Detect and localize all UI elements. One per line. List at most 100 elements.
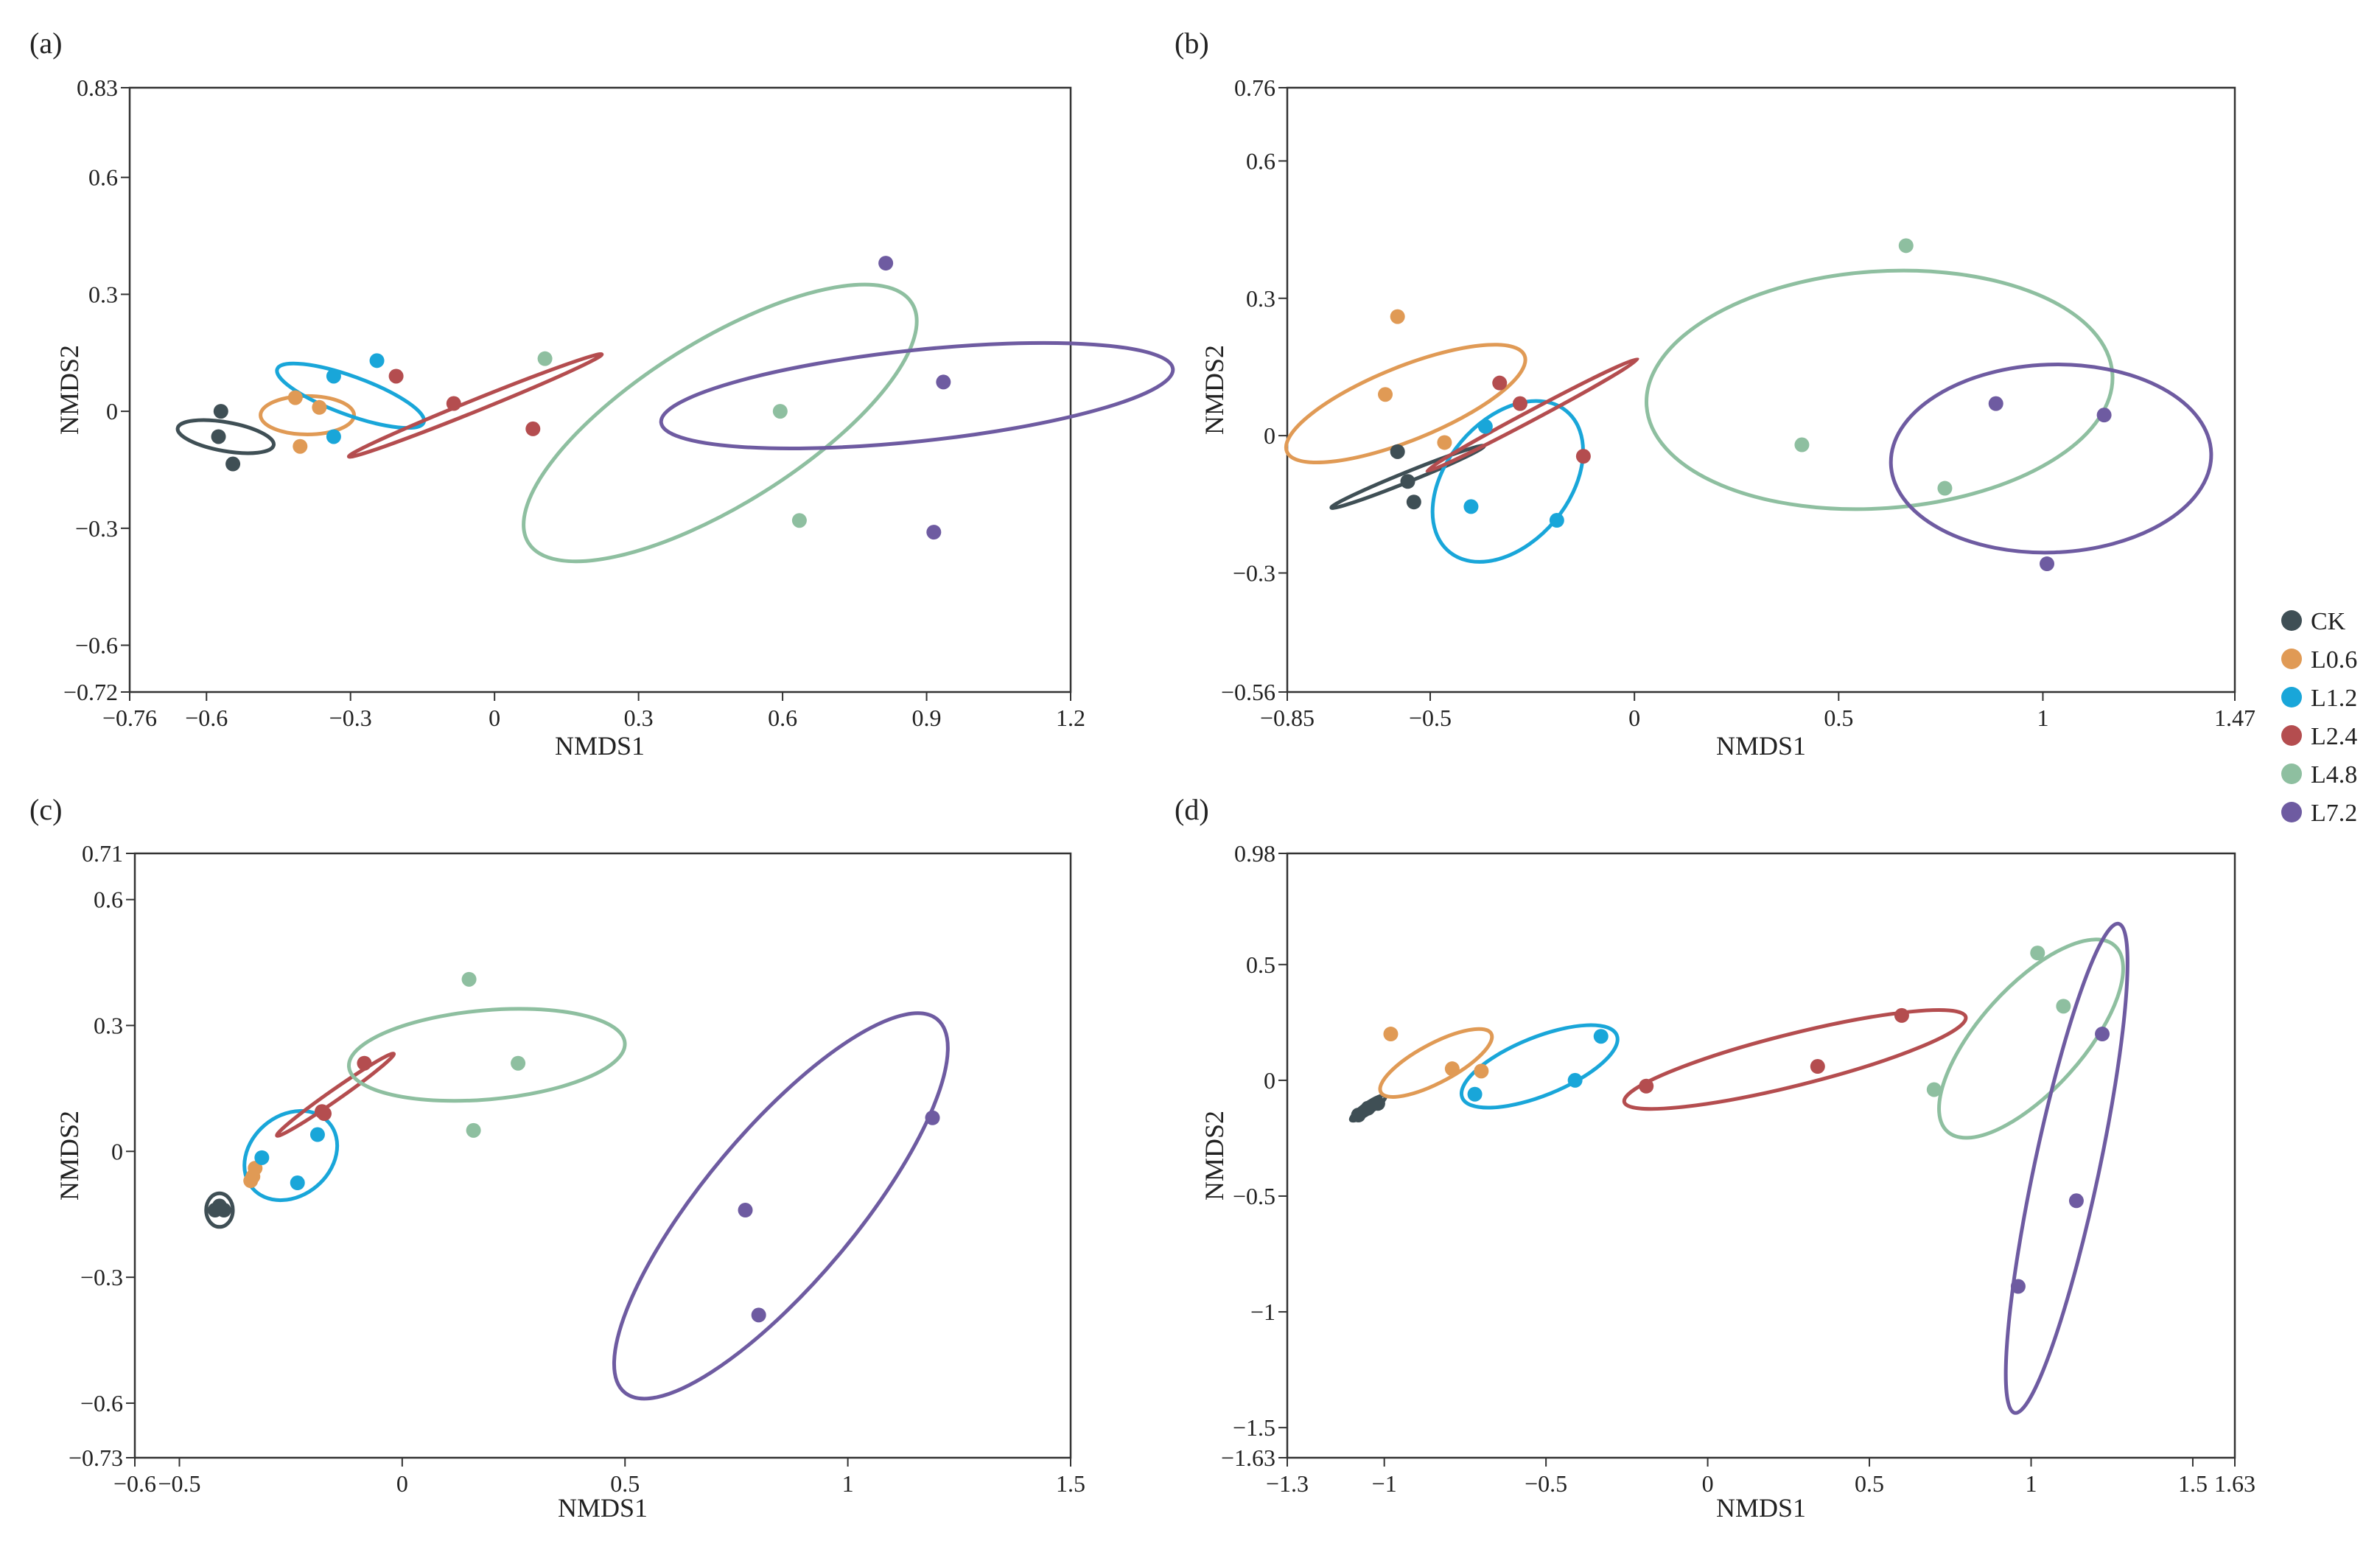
panel-c-ytick-label: 0.71: [82, 840, 123, 867]
panel-a-point-l1-2: [326, 368, 341, 384]
panel-b-ytick-label: 0.3: [1246, 285, 1275, 312]
legend-label-ck: CK: [2311, 608, 2346, 635]
panel-c-point-l2-4: [317, 1106, 332, 1122]
panel-c-ellipse-l2-4: [275, 1052, 396, 1138]
panel-c-xtick-label: 1.5: [1056, 1470, 1085, 1497]
panel-d-xtick-label: 1.63: [2214, 1470, 2255, 1497]
legend-label-l0-6: L0.6: [2311, 646, 2357, 674]
panel-c-xtick-label: 1: [842, 1470, 854, 1497]
panel-c-point-l7-2: [925, 1110, 940, 1125]
panel-d-xtick-label: −1.3: [1266, 1470, 1309, 1497]
legend-marker-ck: [2281, 610, 2302, 631]
panel-d-point-l4-8: [1926, 1082, 1942, 1097]
panel-a-point-l2-4: [388, 368, 404, 384]
panel-d-xtick-label: −0.5: [1525, 1470, 1567, 1497]
panel-b-xtick-label: 0.5: [1824, 705, 1853, 731]
panel-b-points: [1378, 238, 2112, 572]
panel-a-axes: −0.76 −0.6 −0.3 0 0.3 0.6 0.9 1.2 −0.72 −0.6 −0.3 0…: [63, 74, 1085, 731]
panel-d-point-l7-2: [2095, 1027, 2110, 1042]
panel-c-xlabel: NMDS1: [558, 1493, 648, 1523]
panel-c-ytick-label: 0: [111, 1138, 123, 1164]
panel-c-label: (c): [29, 793, 62, 826]
panel-a-ellipse-l2-4: [346, 352, 604, 459]
panel-a-ytick-label: 0.6: [88, 164, 118, 191]
panel-b-xtick-label: 1: [2037, 705, 2048, 731]
panel-b-ellipse-l1-2: [1430, 399, 1585, 564]
panel-b-xtick-label: 0: [1628, 705, 1640, 731]
panel-d-point-l4-8: [2030, 946, 2045, 961]
panel-a-ytick-label: −0.3: [75, 515, 118, 542]
panel-a-ylabel: NMDS2: [55, 345, 84, 435]
panel-b-point-l1-2: [1463, 499, 1479, 514]
panel-b-axes: −0.85 −0.5 0 0.5 1 1.47 −0.56 −0.3 0 0.3 0.6 0.76: [1221, 74, 2255, 731]
legend: CK L0.6 L1.2 L2.4 L4.8 L7.2: [2281, 608, 2357, 827]
panel-d: (d) −1.3 −1 −0.5 0 0.5 1 1.5 1.63 −1.63 −1.5 −1 −0.…: [1175, 793, 2255, 1523]
panel-d-point-l0-6: [1383, 1027, 1399, 1042]
panel-d-ellipse-l7-2: [2003, 921, 2129, 1415]
panel-b-point-ck: [1400, 474, 1415, 489]
panel-d-ellipse-l2-4: [1622, 1008, 1968, 1111]
panel-b-xtick-label: −0.5: [1409, 705, 1452, 731]
panel-a-point-l7-2: [936, 374, 951, 390]
panel-b-point-l4-8: [1898, 238, 1914, 254]
panel-a-point-l7-2: [926, 525, 942, 540]
panel-d-point-l2-4: [1894, 1007, 1909, 1023]
panel-d-xtick-label: −1: [1372, 1470, 1397, 1497]
panel-d-ellipses: [1348, 921, 2129, 1415]
panel-b-ytick-label: 0.6: [1246, 147, 1275, 174]
panel-a-ellipses: [175, 282, 1175, 564]
panel-d-point-l2-4: [1810, 1059, 1825, 1074]
panel-c-ytick-label: 0.3: [94, 1012, 123, 1038]
panel-a-ytick-label: 0: [106, 398, 118, 424]
panel-a-ellipse-l4-8: [522, 282, 919, 564]
panel-b-ytick-label: 0: [1264, 422, 1275, 449]
panel-c-ytick-label: −0.73: [69, 1444, 123, 1471]
panel-d-ytick-label: 0.5: [1246, 951, 1275, 978]
panel-b-point-l7-2: [1988, 396, 2003, 411]
legend-marker-l7-2: [2281, 802, 2302, 822]
panel-b-point-l7-2: [2096, 408, 2112, 423]
panel-d-ytick-label: −1.63: [1221, 1444, 1275, 1471]
panel-d-point-l0-6: [1444, 1061, 1460, 1077]
panel-b-point-l0-6: [1378, 387, 1393, 402]
panel-c-point-l0-6: [243, 1173, 259, 1189]
panel-d-point-l2-4: [1639, 1078, 1654, 1094]
legend-label-l1-2: L1.2: [2311, 685, 2357, 712]
panel-b-ytick-label: −0.3: [1233, 559, 1275, 586]
panel-a-xtick-label: 0: [489, 705, 500, 731]
panel-a-point-l4-8: [791, 513, 807, 528]
panel-c-ellipse-l7-2: [612, 1011, 950, 1401]
panel-c-xtick-label: 0.5: [610, 1470, 640, 1497]
panel-c-ytick-label: −0.3: [80, 1264, 123, 1290]
panel-b-point-l1-2: [1477, 419, 1493, 434]
panel-a-point-l0-6: [293, 438, 308, 454]
panel-a-point-l0-6: [287, 390, 303, 405]
panel-b-point-l0-6: [1390, 309, 1405, 324]
panel-b: (b) −0.85 −0.5 0 0.5 1 1.47 −0.56 −0.3 0 0.3 0.6 0.…: [1175, 27, 2255, 761]
panel-c-point-l1-2: [309, 1127, 325, 1142]
panel-d-ellipse-l1-2: [1459, 1023, 1620, 1110]
legend-label-l2-4: L2.4: [2311, 723, 2357, 750]
panel-b-ellipse-l7-2: [1889, 363, 2213, 555]
panel-c-point-ck: [211, 1198, 227, 1214]
panel-a-ytick-label: −0.72: [63, 679, 118, 705]
panel-c-point-l7-2: [738, 1203, 753, 1218]
legend-label-l7-2: L7.2: [2311, 800, 2357, 827]
panel-b-point-l4-8: [1937, 481, 1953, 496]
panel-b-ylabel: NMDS2: [1200, 345, 1229, 435]
panel-d-xtick-label: 1: [2025, 1470, 2037, 1497]
legend-marker-l2-4: [2281, 725, 2302, 746]
panel-a-ellipse-l7-2: [659, 340, 1175, 450]
panel-a-point-l4-8: [772, 404, 788, 419]
panel-d-point-ck: [1351, 1108, 1366, 1123]
panel-a: (a) −0.76 −0.6 −0.3 0 0.3 0.6 0.9 1.2−0.72−0.6−…: [29, 27, 1175, 761]
panel-d-ytick-label: −1.5: [1233, 1414, 1275, 1441]
panel-c-ytick-label: 0.6: [94, 887, 123, 913]
panel-c-point-l7-2: [751, 1307, 766, 1323]
panel-b-ellipse-l4-8: [1645, 268, 2115, 511]
panel-d-plot-frame: [1286, 852, 2236, 1459]
panel-b-ytick-label: 0.76: [1234, 74, 1275, 101]
panel-c-xtick-label: 0: [396, 1470, 408, 1497]
panel-c: (c) −0.6 −0.5 0 0.5 1 1.5−0.73−0.6−0.300.30.6…: [29, 793, 1085, 1523]
